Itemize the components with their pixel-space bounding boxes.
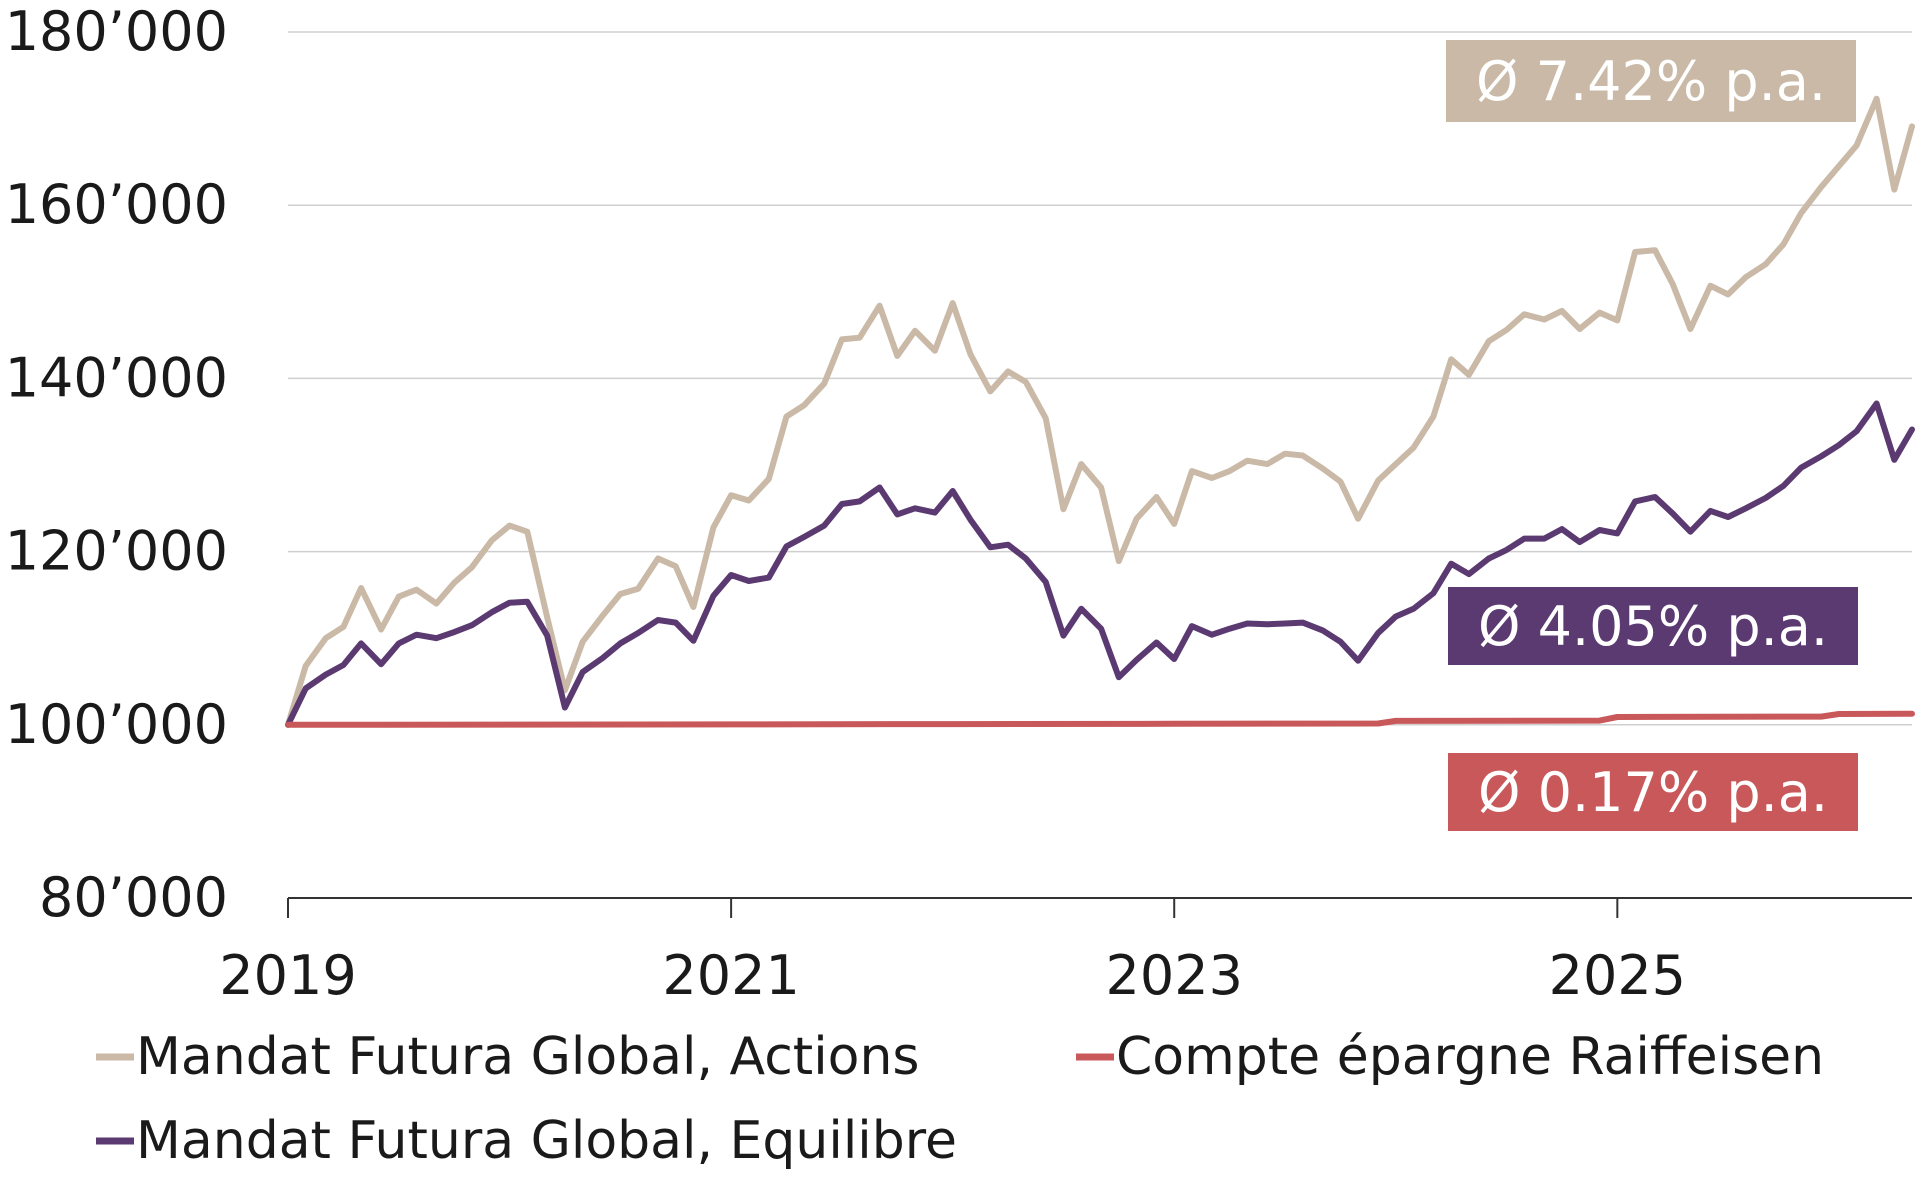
legend-item-0: Mandat Futura Global, Actions [96, 1027, 920, 1087]
x-tick-label: 2019 [219, 944, 356, 1007]
y-tick-label: 160’000 [5, 173, 228, 236]
legend-label: Mandat Futura Global, Actions [136, 1027, 920, 1087]
y-axis-tick-labels: 80’000 100’000 120’000 140’000 160’000 180’00… [5, 0, 228, 929]
series-line-2 [285, 710, 1915, 728]
y-tick-label: 100’000 [5, 693, 228, 756]
annotation-badge-bg [1448, 587, 1858, 665]
y-tick-label: 80’000 [39, 866, 228, 929]
y-tick-label: 120’000 [5, 520, 228, 583]
annotation-text: Ø 7.42% p.a. [1476, 50, 1826, 113]
series-line-1 [285, 400, 1915, 728]
series-line-0 [285, 95, 1915, 728]
annotation-badge-1: Ø 4.05% p.a. [1448, 587, 1858, 665]
x-tick-label: 2025 [1549, 944, 1686, 1007]
annotation-badge-bg [1446, 40, 1856, 122]
y-tick-label: 140’000 [5, 346, 228, 409]
annotation-text: Ø 4.05% p.a. [1478, 595, 1828, 658]
x-tick-label: 2023 [1106, 944, 1243, 1007]
return-annotations: Ø 7.42% p.a. Ø 4.05% p.a. Ø 0.17% p.a. [1446, 40, 1858, 831]
x-tick-label: 2021 [662, 944, 799, 1007]
x-axis [287, 897, 1912, 918]
x-axis-tick-labels: 2019 2021 2023 2025 [219, 944, 1686, 1007]
legend-item-1: Mandat Futura Global, Equilibre [96, 1111, 957, 1171]
series-lines [285, 95, 1915, 728]
y-tick-label: 180’000 [5, 0, 228, 63]
legend: Mandat Futura Global, Actions Mandat Futu… [96, 1027, 1824, 1171]
annotation-text: Ø 0.17% p.a. [1478, 761, 1828, 824]
annotation-badge-bg [1448, 753, 1858, 831]
gridlines [288, 31, 1912, 726]
annotation-badge-2: Ø 0.17% p.a. [1448, 753, 1858, 831]
legend-label: Mandat Futura Global, Equilibre [136, 1111, 957, 1171]
annotation-badge-0: Ø 7.42% p.a. [1446, 40, 1856, 122]
legend-item-2: Compte épargne Raiffeisen [1076, 1027, 1824, 1087]
legend-label: Compte épargne Raiffeisen [1116, 1027, 1824, 1087]
